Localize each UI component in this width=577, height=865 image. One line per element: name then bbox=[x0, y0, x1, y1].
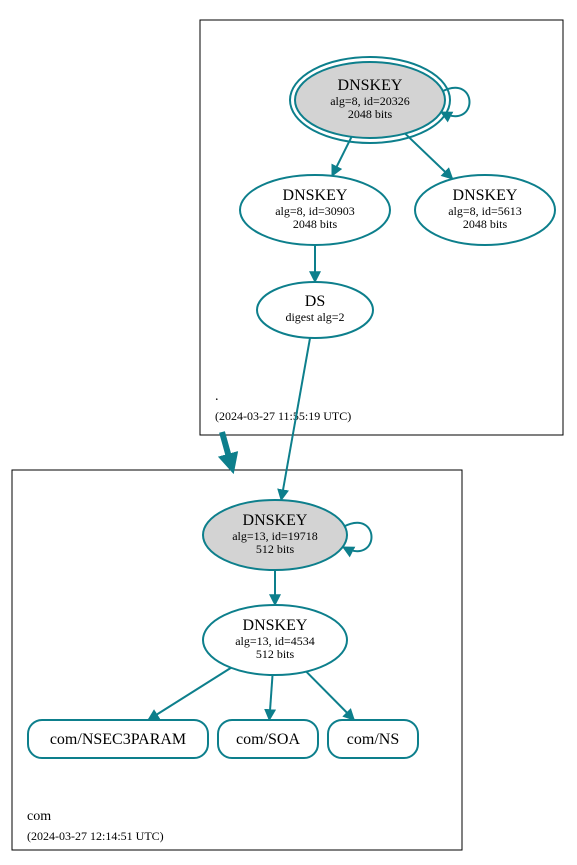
node-root_ds-line0: DS bbox=[305, 293, 325, 310]
edge-root_ksk-root_zsk bbox=[332, 137, 352, 176]
node-root_ksk-line1: alg=8, id=20326 bbox=[330, 94, 410, 108]
node-nsec3param: com/NSEC3PARAM bbox=[28, 720, 208, 758]
node-nsec3param-label: com/NSEC3PARAM bbox=[50, 731, 186, 748]
node-root_ksk-line2: 2048 bits bbox=[348, 107, 393, 121]
node-com_zsk-line0: DNSKEY bbox=[243, 617, 308, 634]
node-root_ds-line1: digest alg=2 bbox=[285, 310, 344, 324]
dnssec-diagram: . (2024-03-27 11:55:19 UTC) com (2024-03-27… bbox=[0, 0, 577, 865]
node-com_ksk-line2: 512 bits bbox=[256, 542, 295, 556]
zone-label-root: . bbox=[215, 389, 219, 404]
node-com_ksk: DNSKEYalg=13, id=19718512 bits bbox=[203, 500, 347, 570]
node-root_dnskey3-line1: alg=8, id=5613 bbox=[448, 204, 522, 218]
node-soa-label: com/SOA bbox=[236, 731, 300, 748]
node-root_zsk-line1: alg=8, id=30903 bbox=[275, 204, 355, 218]
edge-com_zsk-nsec3param bbox=[148, 668, 231, 720]
zone-link-arrow bbox=[222, 432, 232, 468]
node-soa: com/SOA bbox=[218, 720, 318, 758]
zone-timestamp-com: (2024-03-27 12:14:51 UTC) bbox=[27, 829, 164, 843]
node-root_zsk-line0: DNSKEY bbox=[283, 187, 348, 204]
node-root_zsk-line2: 2048 bits bbox=[293, 217, 338, 231]
node-com_ksk-line1: alg=13, id=19718 bbox=[232, 529, 318, 543]
node-com_zsk: DNSKEYalg=13, id=4534512 bits bbox=[203, 605, 347, 675]
edge-com_zsk-soa bbox=[269, 675, 272, 720]
node-ns-label: com/NS bbox=[347, 731, 399, 748]
zone-timestamp-root: (2024-03-27 11:55:19 UTC) bbox=[215, 409, 351, 423]
node-com_zsk-line1: alg=13, id=4534 bbox=[235, 634, 315, 648]
node-root_dnskey3-line0: DNSKEY bbox=[453, 187, 518, 204]
node-root_dnskey3: DNSKEYalg=8, id=56132048 bits bbox=[415, 175, 555, 245]
node-root_ksk: DNSKEYalg=8, id=203262048 bits bbox=[290, 57, 450, 143]
edge-com_zsk-ns bbox=[306, 672, 354, 720]
node-root_ds: DSdigest alg=2 bbox=[257, 282, 373, 338]
node-ns: com/NS bbox=[328, 720, 418, 758]
node-root_zsk: DNSKEYalg=8, id=309032048 bits bbox=[240, 175, 390, 245]
node-com_ksk-line0: DNSKEY bbox=[243, 512, 308, 529]
node-root_ksk-line0: DNSKEY bbox=[338, 77, 403, 94]
node-com_zsk-line2: 512 bits bbox=[256, 647, 295, 661]
node-root_dnskey3-line2: 2048 bits bbox=[463, 217, 508, 231]
edge-root_ksk-root_dnskey3 bbox=[405, 134, 452, 179]
zone-label-com: com bbox=[27, 809, 51, 824]
